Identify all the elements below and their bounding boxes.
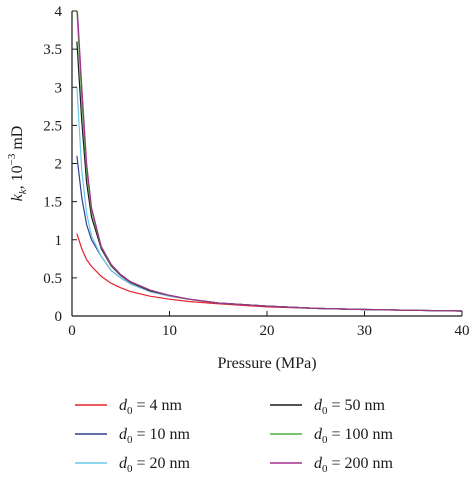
legend-label-6: d0 = 200 nm <box>314 455 394 475</box>
x-tick-label: 0 <box>68 323 76 339</box>
y-tick-label: 0 <box>55 309 63 325</box>
y-tick-label: 3.5 <box>43 42 62 58</box>
y-tick-label: 1 <box>55 233 63 249</box>
y-tick-label: 3 <box>55 80 63 96</box>
legend-label-3: d0 = 20 nm <box>119 455 191 475</box>
y-tick-label: 2.5 <box>43 118 62 134</box>
x-axis-title: Pressure (MPa) <box>217 355 316 372</box>
series-line-1 <box>76 233 462 312</box>
x-tick-label: 40 <box>455 323 470 339</box>
series-line-3 <box>76 87 462 312</box>
x-tick-label: 10 <box>162 323 177 339</box>
plot-area <box>76 10 462 312</box>
y-axis-title-rest: , 10 <box>9 165 26 189</box>
x-tick-label: 20 <box>260 323 275 339</box>
y-tick-label: 0.5 <box>43 271 62 287</box>
series-line-5 <box>76 10 462 312</box>
y-axis-title-subscript: k <box>17 188 29 194</box>
series-line-6 <box>76 10 462 312</box>
y-axis-title: kk, 10−3 mD <box>6 126 29 202</box>
y-tick-label: 4 <box>55 4 63 20</box>
legend-label-2: d0 = 10 nm <box>119 426 191 446</box>
legend: d0 = 4 nm d0 = 10 nm d0 = 20 nm d0 = 50 nm d… <box>75 397 394 475</box>
y-axis-title-unit: mD <box>9 126 26 154</box>
series-line-2 <box>76 155 462 312</box>
y-tick-label: 2 <box>55 157 63 173</box>
legend-label-5: d0 = 100 nm <box>314 426 394 446</box>
x-tick-label: 30 <box>357 323 372 339</box>
series-line-4 <box>76 41 462 312</box>
legend-label-4: d0 = 50 nm <box>314 397 386 417</box>
y-axis-title-exponent: −3 <box>6 153 18 165</box>
legend-label-1: d0 = 4 nm <box>119 397 183 417</box>
axes: 0 10 20 30 40 0 0.5 1 1.5 2 2.5 3 3.5 4 <box>43 4 469 339</box>
y-axis-title-symbol: k <box>9 193 26 201</box>
y-tick-label: 1.5 <box>43 195 62 211</box>
